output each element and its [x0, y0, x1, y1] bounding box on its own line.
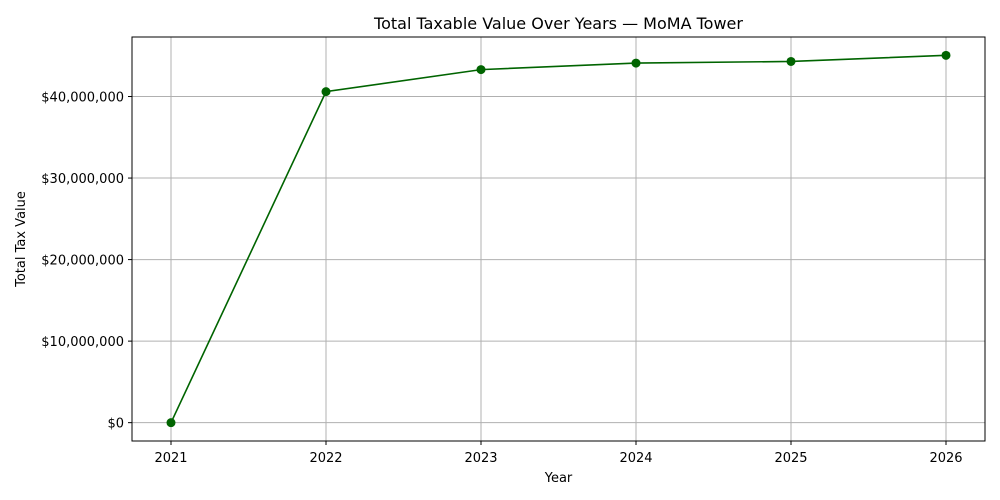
- x-ticks: 2021 2022 2023 2024 2025 2026: [154, 441, 963, 466]
- chart-title: Total Taxable Value Over Years — MoMA To…: [373, 14, 743, 33]
- data-point: [631, 58, 641, 68]
- y-tick-label: $0: [107, 417, 124, 432]
- x-tick-label: 2026: [929, 451, 962, 466]
- data-point: [786, 56, 796, 66]
- data-series: [166, 50, 951, 428]
- x-tick-label: 2022: [309, 451, 342, 466]
- y-tick-label: $10,000,000: [41, 335, 124, 350]
- data-point: [321, 87, 331, 97]
- data-point: [476, 65, 486, 75]
- y-tick-label: $30,000,000: [41, 172, 124, 187]
- data-point: [941, 50, 951, 60]
- x-tick-label: 2025: [774, 451, 807, 466]
- y-tick-label: $40,000,000: [41, 91, 124, 106]
- x-tick-label: 2024: [619, 451, 652, 466]
- x-axis-label: Year: [544, 471, 573, 486]
- plot-frame: [131, 36, 986, 442]
- x-tick-label: 2021: [154, 451, 187, 466]
- grid-lines: [132, 37, 985, 441]
- series-line: [170, 54, 947, 423]
- x-tick-label: 2023: [464, 451, 497, 466]
- y-tick-label: $20,000,000: [41, 254, 124, 269]
- y-ticks: $0 $10,000,000 $20,000,000 $30,000,000 $40,0…: [41, 91, 132, 432]
- data-point: [166, 418, 176, 428]
- y-axis-label: Total Tax Value: [14, 191, 29, 288]
